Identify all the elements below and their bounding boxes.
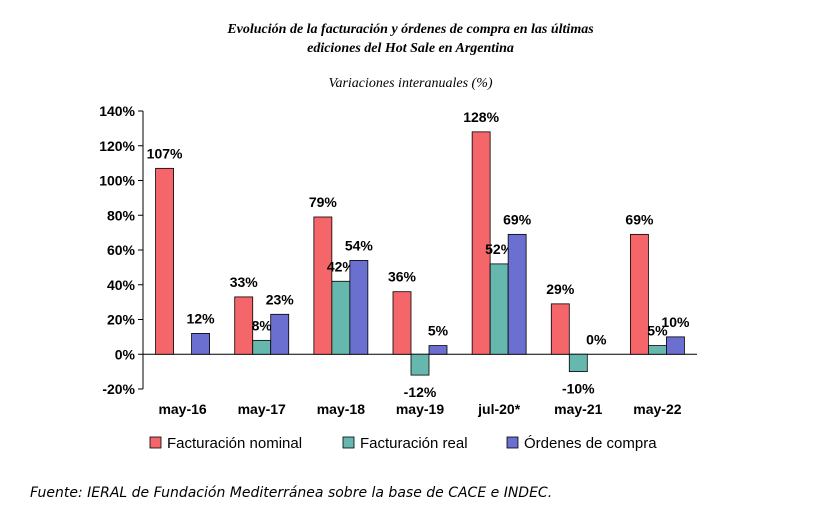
legend-label: Órdenes de compra — [524, 435, 657, 452]
legend-swatch — [149, 436, 162, 449]
data-label: 42% — [327, 258, 356, 274]
bar-facturacion-nominal — [313, 216, 333, 355]
data-label: 54% — [345, 237, 374, 253]
x-tick-label: jul-20* — [477, 401, 521, 417]
y-tick-label: 100% — [99, 173, 135, 189]
data-label: 79% — [309, 194, 338, 210]
x-tick-label: may-21 — [554, 401, 602, 417]
bar-facturacion-real — [410, 353, 430, 376]
data-label: 29% — [546, 281, 575, 297]
bar-ordenes-compra — [666, 336, 685, 355]
chart-subtitle: Variaciones interanuales (%) — [328, 76, 493, 91]
chart-title-line1: Evolución de la facturación y órdenes de… — [227, 22, 594, 37]
data-label: 5% — [647, 323, 668, 339]
x-tick-label: may-22 — [633, 401, 681, 417]
y-tick-label: 80% — [107, 207, 136, 223]
source-note: Fuente: IERAL de Fundación Mediterránea … — [30, 485, 553, 501]
data-label: 23% — [266, 291, 295, 307]
legend-label: Facturación nominal — [167, 435, 302, 452]
bar-facturacion-nominal — [155, 167, 174, 355]
x-tick-label: may-18 — [317, 401, 365, 417]
data-label: 128% — [463, 109, 499, 125]
data-label: 33% — [230, 274, 259, 290]
bar-facturacion-nominal — [392, 291, 412, 355]
y-tick-label: 140% — [99, 103, 135, 119]
bar-ordenes-compra — [270, 313, 290, 355]
data-label: 69% — [625, 211, 654, 227]
y-tick-label: 0% — [115, 346, 136, 362]
chart-title-line2: ediciones del Hot Sale en Argentina — [307, 41, 514, 56]
bar-chart: 140% 120% 100% 80% 60% 40% 20% 0% -20% may-16 may-… — [99, 103, 697, 452]
data-label: 52% — [485, 241, 514, 257]
bar-ordenes-compra — [349, 260, 369, 355]
data-label: 10% — [661, 314, 690, 330]
bar-ordenes-compra — [507, 233, 527, 355]
bar-facturacion-real — [648, 345, 667, 355]
bar-facturacion-real — [252, 339, 272, 355]
bar-ordenes-compra — [428, 345, 448, 355]
data-label: 8% — [252, 317, 273, 333]
data-label: 107% — [147, 145, 183, 161]
x-tick-label: may-19 — [396, 401, 444, 417]
y-tick-label: 120% — [99, 138, 135, 154]
data-label: 69% — [503, 211, 532, 227]
y-tick-label: 60% — [107, 242, 136, 258]
bar-ordenes-compra — [191, 332, 210, 355]
y-tick-label: -20% — [102, 381, 135, 397]
bar-facturacion-nominal — [471, 131, 491, 355]
data-label: 0% — [586, 331, 607, 347]
x-tick-label: may-16 — [158, 401, 206, 417]
bar-facturacion-real — [331, 280, 351, 355]
x-tick-label: may-17 — [238, 401, 286, 417]
data-label: 12% — [187, 310, 216, 326]
y-tick-label: 40% — [107, 277, 136, 293]
legend-swatch — [342, 436, 355, 449]
data-label: 36% — [388, 269, 417, 285]
legend-label: Facturación real — [360, 435, 468, 452]
bar-facturacion-real — [568, 353, 588, 373]
data-label: -10% — [562, 381, 595, 397]
bar-facturacion-real — [489, 263, 509, 355]
legend-swatch — [506, 436, 519, 449]
y-tick-label: 20% — [107, 312, 136, 328]
bar-facturacion-nominal — [234, 296, 254, 355]
data-label: -12% — [404, 384, 437, 400]
data-label: 5% — [428, 323, 449, 339]
bar-facturacion-nominal — [630, 233, 649, 355]
bar-facturacion-nominal — [550, 303, 570, 355]
